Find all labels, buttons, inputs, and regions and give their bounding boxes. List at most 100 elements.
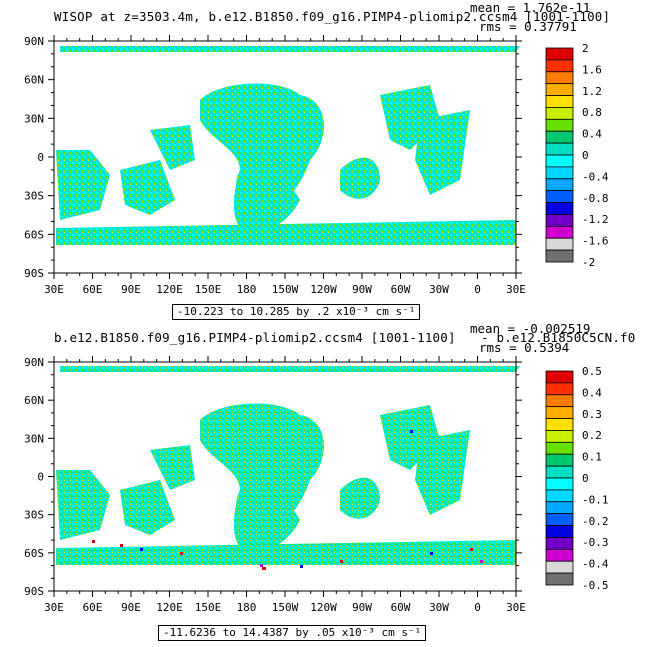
lon-tick-label-p1: 120W [310,283,337,296]
panel1-mean: mean = 1.762e-11 [470,0,591,15]
colorbar-swatch-p1 [545,107,574,120]
panel1-title: WISOP at z=3503.4m, b.e12.B1850.f09_g16.… [54,9,611,24]
lon-tick-label-p2: 120E [156,601,183,614]
colorbar-label-p2: 0.3 [582,408,602,421]
panel2-mean: mean = -0.002519 [470,321,591,336]
panel1-rms: rms = 0.37791 [479,19,577,34]
lat-tick-label-p1: 60N [24,74,44,87]
lon-tick-label-p2: 60E [83,601,103,614]
colorbar-swatch-p1 [545,178,574,192]
colorbar-swatch-p2 [545,489,574,503]
lon-tick-label-p1: 60E [83,283,103,296]
panel1-range-label: -10.223 to 10.285 by .2 x10⁻³ cm s⁻¹ [172,304,421,320]
colorbar-swatch-p1 [545,95,574,108]
colorbar-label-p2: 0 [582,472,589,485]
colorbar-swatch-p1 [545,249,574,263]
lat-tick-label-p2: 30N [24,432,44,445]
colorbar-swatch-p2 [545,537,574,550]
lat-tick-label-p2: 0 [37,471,44,484]
colorbar-label-p1: -1.6 [582,235,609,248]
lat-tick-label-p1: 90N [24,35,44,48]
lat-tick-label-p2: 60N [24,394,44,407]
lon-tick-label-p2: 0 [474,601,481,614]
lat-tick-label-p1: 30N [24,112,44,125]
colorbar-label-p1: -0.4 [582,170,609,183]
panel2-map [53,361,520,592]
lat-tick-label-p2: 90N [24,356,44,369]
colorbar-swatch-p2 [545,430,574,443]
colorbar-label-p2: -0.3 [582,536,609,549]
colorbar-swatch-p1 [545,130,574,144]
colorbar-label-p2: 0.5 [582,365,602,378]
lon-tick-label-p1: 30E [506,283,526,296]
colorbar-label-p1: -0.8 [582,192,609,205]
lon-tick-label-p1: 30E [44,283,64,296]
lat-tick-label-p2: 30S [24,509,44,522]
colorbar-label-p2: 0.2 [582,429,602,442]
lon-tick-label-p2: 90W [352,601,372,614]
lat-tick-label-p1: 90S [24,267,44,280]
lon-tick-label-p1: 120E [156,283,183,296]
colorbar-label-p1: 0.4 [582,128,602,141]
lon-tick-label-p1: 180 [237,283,257,296]
lon-tick-label-p2: 90E [121,601,141,614]
lon-tick-label-p1: 90W [352,283,372,296]
lon-tick-label-p1: 90E [121,283,141,296]
colorbar-swatch-p2 [545,465,574,479]
colorbar-label-p2: 0.1 [582,451,602,464]
panel2-subtitle: - b.e12.B1850C5CN.f0 [481,330,636,345]
colorbar-label-p2: -0.5 [582,579,609,592]
colorbar-swatch-p2 [545,370,574,384]
colorbar-swatch-p1 [545,142,574,156]
colorbar-label-p1: 0 [582,149,589,162]
colorbar-label-p2: -0.4 [582,558,609,571]
colorbar-swatch-p1 [545,225,574,239]
colorbar-swatch-p2 [545,394,574,408]
colorbar-swatch-p1 [545,154,574,168]
colorbar-swatch-p2 [545,513,574,526]
lat-tick-label-p1: 0 [37,151,44,164]
lon-tick-label-p2: 150E [195,601,222,614]
colorbar-swatch-p2 [545,572,574,586]
colorbar-swatch-p1 [545,71,574,85]
lon-tick-label-p2: 60W [391,601,411,614]
colorbar-swatch-p2 [545,418,574,431]
colorbar-swatch-p2 [545,406,574,419]
colorbar-swatch-p1 [545,83,574,96]
colorbar-label-p1: -1.2 [582,213,609,226]
colorbar-swatch-p1 [545,47,574,61]
colorbar-swatch-p1 [545,166,574,180]
colorbar-swatch-p1 [545,202,574,215]
colorbar-swatch-p2 [545,501,574,515]
colorbar-swatch-p2 [545,477,574,491]
lon-tick-label-p1: 150W [272,283,299,296]
colorbars: 2 1.6 1.2 0.8 0.4 0 -0.4 -0.8 -1.2 -1.6 -2 0.5 0.4 0.… [545,42,609,592]
colorbar-swatch-p2 [545,382,574,396]
colorbar-label-p1: 1.6 [582,63,602,76]
panel2-range-label: -11.6236 to 14.4387 by .05 x10⁻³ cm s⁻¹ [158,625,427,641]
colorbar-swatch-p2 [545,441,574,455]
lon-tick-label-p1: 0 [474,283,481,296]
lon-tick-label-p2: 30E [506,601,526,614]
lat-tick-label-p2: 90S [24,585,44,598]
lon-tick-label-p1: 30W [429,283,449,296]
lon-tick-label-p1: 60W [391,283,411,296]
lon-tick-label-p2: 150W [272,601,299,614]
lon-tick-label-p2: 30W [429,601,449,614]
colorbar-swatch-p2 [545,560,574,574]
lat-tick-label-p2: 60S [24,547,44,560]
panel2-rms: rms = 0.5394 [479,340,570,355]
colorbar-swatch-p1 [545,59,574,73]
colorbar-swatch-p1 [545,190,574,203]
colorbar-swatch-p2 [545,453,574,467]
colorbar-swatch-p2 [545,525,574,538]
panel2-title: b.e12.B1850.f09_g16.PIMP4-pliomip2.ccsm4… [54,330,456,345]
colorbar-swatch-p1 [545,118,574,132]
colorbar-swatch-p2 [545,548,574,562]
panel1-map [53,40,520,274]
lat-tick-label-p1: 30S [24,190,44,203]
colorbar-label-p2: -0.1 [582,493,609,506]
colorbar-label-p2: -0.2 [582,515,609,528]
